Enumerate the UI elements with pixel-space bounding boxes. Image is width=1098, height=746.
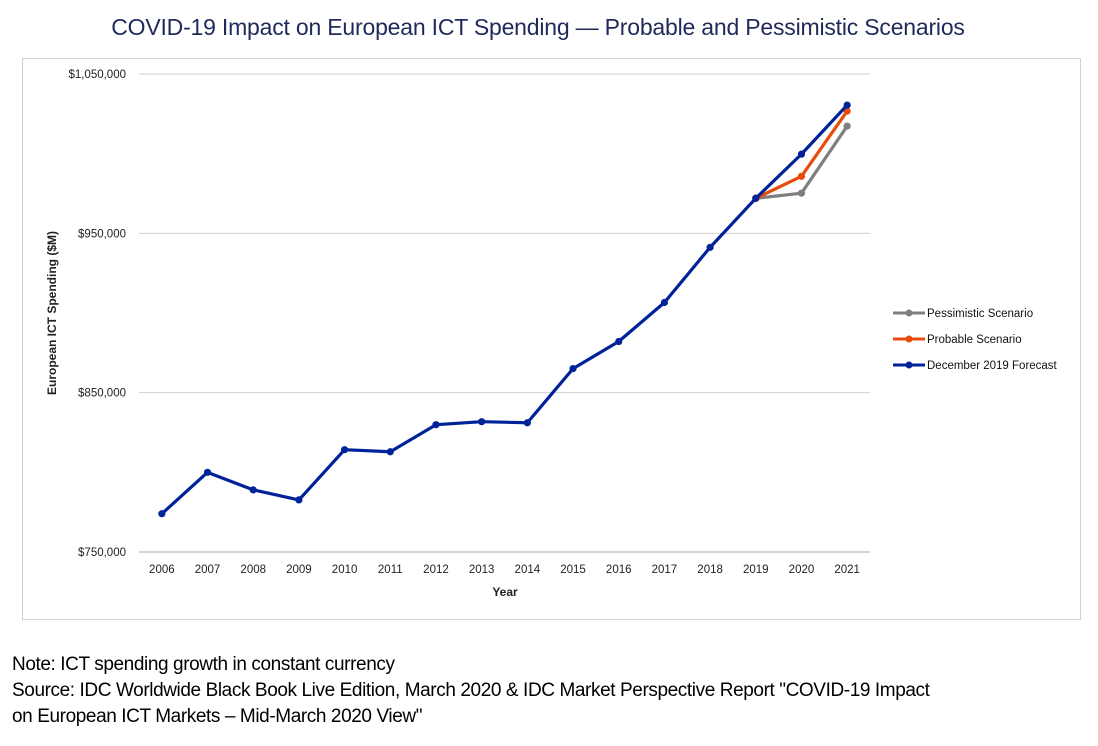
data-point (340, 446, 349, 454)
data-point (523, 419, 531, 427)
legend-marker-icon (905, 361, 913, 369)
data-point (660, 298, 669, 307)
data-point (158, 510, 166, 518)
x-tick-labels: 2006 2007 2008 2009 2010 2011 2012 2013 2014 2015… (149, 564, 860, 576)
data-point (843, 122, 851, 130)
legend: Pessimistic Scenario Probable Scenario Dec… (893, 308, 1058, 372)
x-tick-label: 2006 (149, 564, 175, 576)
data-point (797, 189, 806, 197)
legend-marker-icon (905, 309, 913, 317)
x-tick-label: 2017 (652, 564, 678, 576)
chart-frame (22, 58, 1081, 620)
data-point (843, 101, 851, 109)
note-text: Note: ICT spending growth in constant cu… (12, 654, 395, 675)
x-tick-label: 2014 (515, 564, 541, 576)
data-point (615, 337, 623, 346)
data-point (478, 418, 486, 426)
data-point (203, 468, 212, 476)
y-tick-label: $750,000 (78, 547, 126, 559)
chart-title: COVID-19 Impact on European ICT Spending… (111, 14, 965, 40)
y-tick-label: $950,000 (78, 228, 126, 240)
data-point (386, 448, 394, 456)
series-line (755, 125, 849, 200)
x-tick-label: 2011 (378, 564, 403, 576)
x-tick-label: 2015 (560, 564, 586, 576)
footnotes: Note: ICT spending growth in constant cu… (12, 652, 930, 730)
y-tick-label: $850,000 (78, 388, 126, 400)
x-tick-label: 2018 (697, 564, 723, 576)
legend-label: Probable Scenario (927, 334, 1022, 346)
x-tick-label: 2016 (606, 564, 632, 576)
data-point (752, 194, 760, 202)
y-tick-labels: $750,000 $850,000 $950,000 $1,050,000 (68, 69, 126, 559)
x-tick-label: 2019 (743, 564, 769, 576)
source-text: Source: IDC Worldwide Black Book Live Ed… (12, 680, 930, 701)
data-point (797, 150, 806, 158)
legend-item: Pessimistic Scenario (893, 308, 1033, 320)
series-pessimistic-scenario (752, 122, 851, 202)
x-tick-label: 2008 (240, 564, 266, 576)
x-tick-label: 2007 (195, 564, 221, 576)
x-tick-label: 2009 (286, 564, 312, 576)
x-axis-label: Year (492, 585, 518, 599)
y-axis-label: European ICT Spending ($M) (45, 231, 59, 395)
y-tick-label: $1,050,000 (68, 69, 126, 81)
source-text-continued: on European ICT Markets – Mid-March 2020… (12, 706, 423, 727)
series-december-2019-forecast (158, 101, 851, 518)
legend-item: Probable Scenario (893, 334, 1022, 346)
x-tick-label: 2010 (332, 564, 358, 576)
x-tick-label: 2013 (469, 564, 495, 576)
data-point (432, 421, 440, 429)
x-tick-label: 2020 (789, 564, 815, 576)
legend-label: December 2019 Forecast (927, 360, 1058, 372)
legend-marker-icon (905, 335, 913, 343)
series-line (160, 103, 849, 515)
legend-label: Pessimistic Scenario (927, 308, 1033, 320)
legend-item: December 2019 Forecast (893, 360, 1058, 372)
series-lines (158, 101, 851, 518)
x-tick-label: 2012 (423, 564, 449, 576)
x-tick-label: 2021 (834, 564, 860, 576)
data-point (249, 486, 257, 494)
data-point (295, 496, 303, 504)
data-point (706, 243, 714, 251)
gridlines (139, 73, 870, 553)
data-point (569, 365, 577, 373)
data-point (797, 172, 806, 180)
